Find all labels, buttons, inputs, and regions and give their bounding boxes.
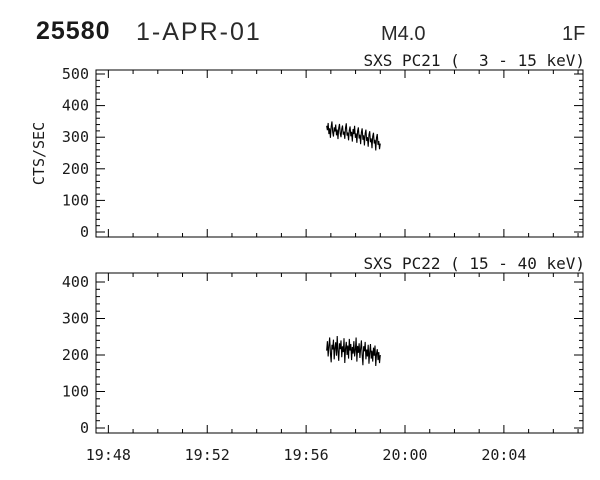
event-date: 1-APR-01 — [136, 18, 262, 46]
lightcurve-series — [326, 335, 381, 366]
x-tick-label: 19:48 — [86, 446, 131, 464]
y-tick-label: 500 — [62, 65, 89, 83]
y-axis-title: CTS/SEC — [30, 122, 48, 185]
lightcurve-series — [326, 121, 381, 151]
plot-frame — [95, 69, 584, 238]
y-tick-label: 100 — [62, 383, 89, 401]
y-tick-label: 400 — [62, 273, 89, 291]
y-tick-label: 0 — [80, 223, 89, 241]
y-tick-label: 300 — [62, 128, 89, 146]
x-tick-label: 19:56 — [284, 446, 329, 464]
x-tick-label: 20:04 — [481, 446, 526, 464]
panel-title: SXS PC21 ( 3 - 15 keV) — [363, 51, 585, 70]
x-tick-label: 20:00 — [382, 446, 427, 464]
y-tick-label: 400 — [62, 97, 89, 115]
event-number: 25580 — [36, 17, 111, 45]
plot-frame — [95, 272, 584, 434]
y-tick-label: 100 — [62, 191, 89, 209]
y-tick-label: 0 — [80, 419, 89, 437]
flare-class-label: M4.0 — [381, 23, 426, 45]
y-tick-label: 200 — [62, 160, 89, 178]
y-tick-label: 300 — [62, 310, 89, 328]
flare-type-label: 1F — [562, 23, 586, 45]
panel-title: SXS PC22 ( 15 - 40 keV) — [363, 254, 585, 273]
x-tick-label: 19:52 — [185, 446, 230, 464]
y-tick-label: 200 — [62, 346, 89, 364]
